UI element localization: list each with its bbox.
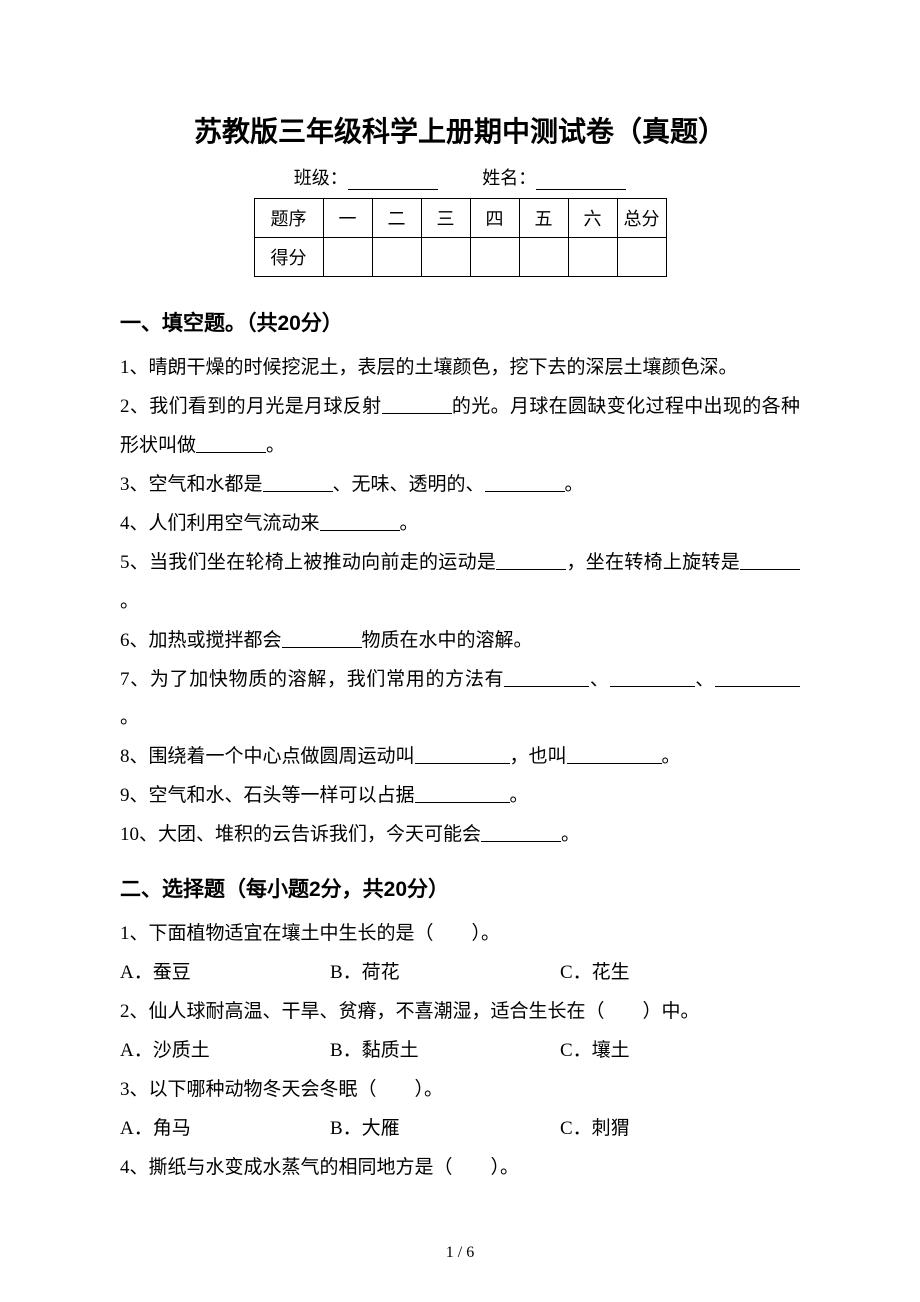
fill-blank[interactable] bbox=[282, 629, 362, 648]
score-cell[interactable] bbox=[519, 238, 568, 277]
score-col-6: 六 bbox=[568, 199, 617, 238]
question-1-6: 6、加热或搅拌都会物质在水中的溶解。 bbox=[120, 622, 800, 661]
question-1-1: 1、晴朗干燥的时候挖泥土，表层的土壤颜色，挖下去的深层土壤颜色深。 bbox=[120, 349, 800, 388]
score-cell[interactable] bbox=[372, 238, 421, 277]
option-a[interactable]: A．蚕豆 bbox=[120, 954, 330, 993]
score-cell[interactable] bbox=[617, 238, 666, 277]
question-2-2: 2、仙人球耐高温、干旱、贫瘠，不喜潮湿，适合生长在（ ）中。 bbox=[120, 993, 800, 1032]
name-label: 姓名： bbox=[482, 168, 536, 188]
option-c[interactable]: C．壤土 bbox=[560, 1032, 800, 1071]
score-col-1: 一 bbox=[323, 199, 372, 238]
fill-blank[interactable] bbox=[715, 668, 800, 687]
fill-blank[interactable] bbox=[415, 784, 510, 803]
fill-blank[interactable] bbox=[382, 395, 452, 414]
student-info-line: 班级： 姓名： bbox=[120, 164, 800, 190]
class-label: 班级： bbox=[294, 168, 348, 188]
section-1-heading: 一、填空题。（共20分） bbox=[120, 307, 800, 337]
score-col-5: 五 bbox=[519, 199, 568, 238]
option-b[interactable]: B．荷花 bbox=[330, 954, 560, 993]
score-cell[interactable] bbox=[568, 238, 617, 277]
score-cell[interactable] bbox=[470, 238, 519, 277]
page-number: 1 / 6 bbox=[0, 1244, 920, 1262]
score-cell[interactable] bbox=[323, 238, 372, 277]
question-1-3: 3、空气和水都是、无味、透明的、。 bbox=[120, 466, 800, 505]
fill-blank[interactable] bbox=[496, 551, 566, 570]
question-1-2: 2、我们看到的月光是月球反射的光。月球在圆缺变化过程中出现的各种形状叫做。 bbox=[120, 388, 800, 466]
score-col-2: 二 bbox=[372, 199, 421, 238]
question-1-5: 5、当我们坐在轮椅上被推动向前走的运动是，坐在转椅上旋转是。 bbox=[120, 544, 800, 622]
fill-blank[interactable] bbox=[481, 823, 561, 842]
fill-blank[interactable] bbox=[504, 668, 589, 687]
question-2-2-options: A．沙质土 B．黏质土 C．壤土 bbox=[120, 1032, 800, 1071]
option-b[interactable]: B．黏质土 bbox=[330, 1032, 560, 1071]
score-cell[interactable] bbox=[421, 238, 470, 277]
table-row: 题序 一 二 三 四 五 六 总分 bbox=[254, 199, 666, 238]
option-a[interactable]: A．沙质土 bbox=[120, 1032, 330, 1071]
option-c[interactable]: C．刺猬 bbox=[560, 1110, 800, 1149]
fill-blank[interactable] bbox=[567, 745, 662, 764]
name-blank[interactable] bbox=[536, 171, 626, 190]
option-a[interactable]: A．角马 bbox=[120, 1110, 330, 1149]
question-2-1: 1、下面植物适宜在壤土中生长的是（ ）。 bbox=[120, 915, 800, 954]
fill-blank[interactable] bbox=[263, 473, 333, 492]
fill-blank[interactable] bbox=[415, 745, 510, 764]
question-1-8: 8、围绕着一个中心点做圆周运动叫，也叫。 bbox=[120, 738, 800, 777]
fill-blank[interactable] bbox=[610, 668, 695, 687]
section-2-heading: 二、选择题（每小题2分，共20分） bbox=[120, 873, 800, 903]
option-c[interactable]: C．花生 bbox=[560, 954, 800, 993]
fill-blank[interactable] bbox=[320, 512, 400, 531]
table-row: 得分 bbox=[254, 238, 666, 277]
score-row-label: 得分 bbox=[254, 238, 323, 277]
question-1-10: 10、大团、堆积的云告诉我们，今天可能会。 bbox=[120, 816, 800, 855]
page-title: 苏教版三年级科学上册期中测试卷（真题） bbox=[120, 110, 800, 150]
class-blank[interactable] bbox=[348, 171, 438, 190]
score-col-4: 四 bbox=[470, 199, 519, 238]
score-header-label: 题序 bbox=[254, 199, 323, 238]
score-col-3: 三 bbox=[421, 199, 470, 238]
fill-blank[interactable] bbox=[196, 434, 266, 453]
score-table: 题序 一 二 三 四 五 六 总分 得分 bbox=[254, 198, 667, 277]
question-2-4: 4、撕纸与水变成水蒸气的相同地方是（ ）。 bbox=[120, 1149, 800, 1188]
option-b[interactable]: B．大雁 bbox=[330, 1110, 560, 1149]
question-2-1-options: A．蚕豆 B．荷花 C．花生 bbox=[120, 954, 800, 993]
question-1-7: 7、为了加快物质的溶解，我们常用的方法有、、。 bbox=[120, 661, 800, 739]
fill-blank[interactable] bbox=[485, 473, 565, 492]
question-1-9: 9、空气和水、石头等一样可以占据。 bbox=[120, 777, 800, 816]
question-1-4: 4、人们利用空气流动来。 bbox=[120, 505, 800, 544]
question-2-3: 3、以下哪种动物冬天会冬眠（ ）。 bbox=[120, 1071, 800, 1110]
exam-page: 苏教版三年级科学上册期中测试卷（真题） 班级： 姓名： 题序 一 二 三 四 五… bbox=[0, 0, 920, 1302]
fill-blank[interactable] bbox=[740, 551, 800, 570]
score-col-total: 总分 bbox=[617, 199, 666, 238]
question-2-3-options: A．角马 B．大雁 C．刺猬 bbox=[120, 1110, 800, 1149]
